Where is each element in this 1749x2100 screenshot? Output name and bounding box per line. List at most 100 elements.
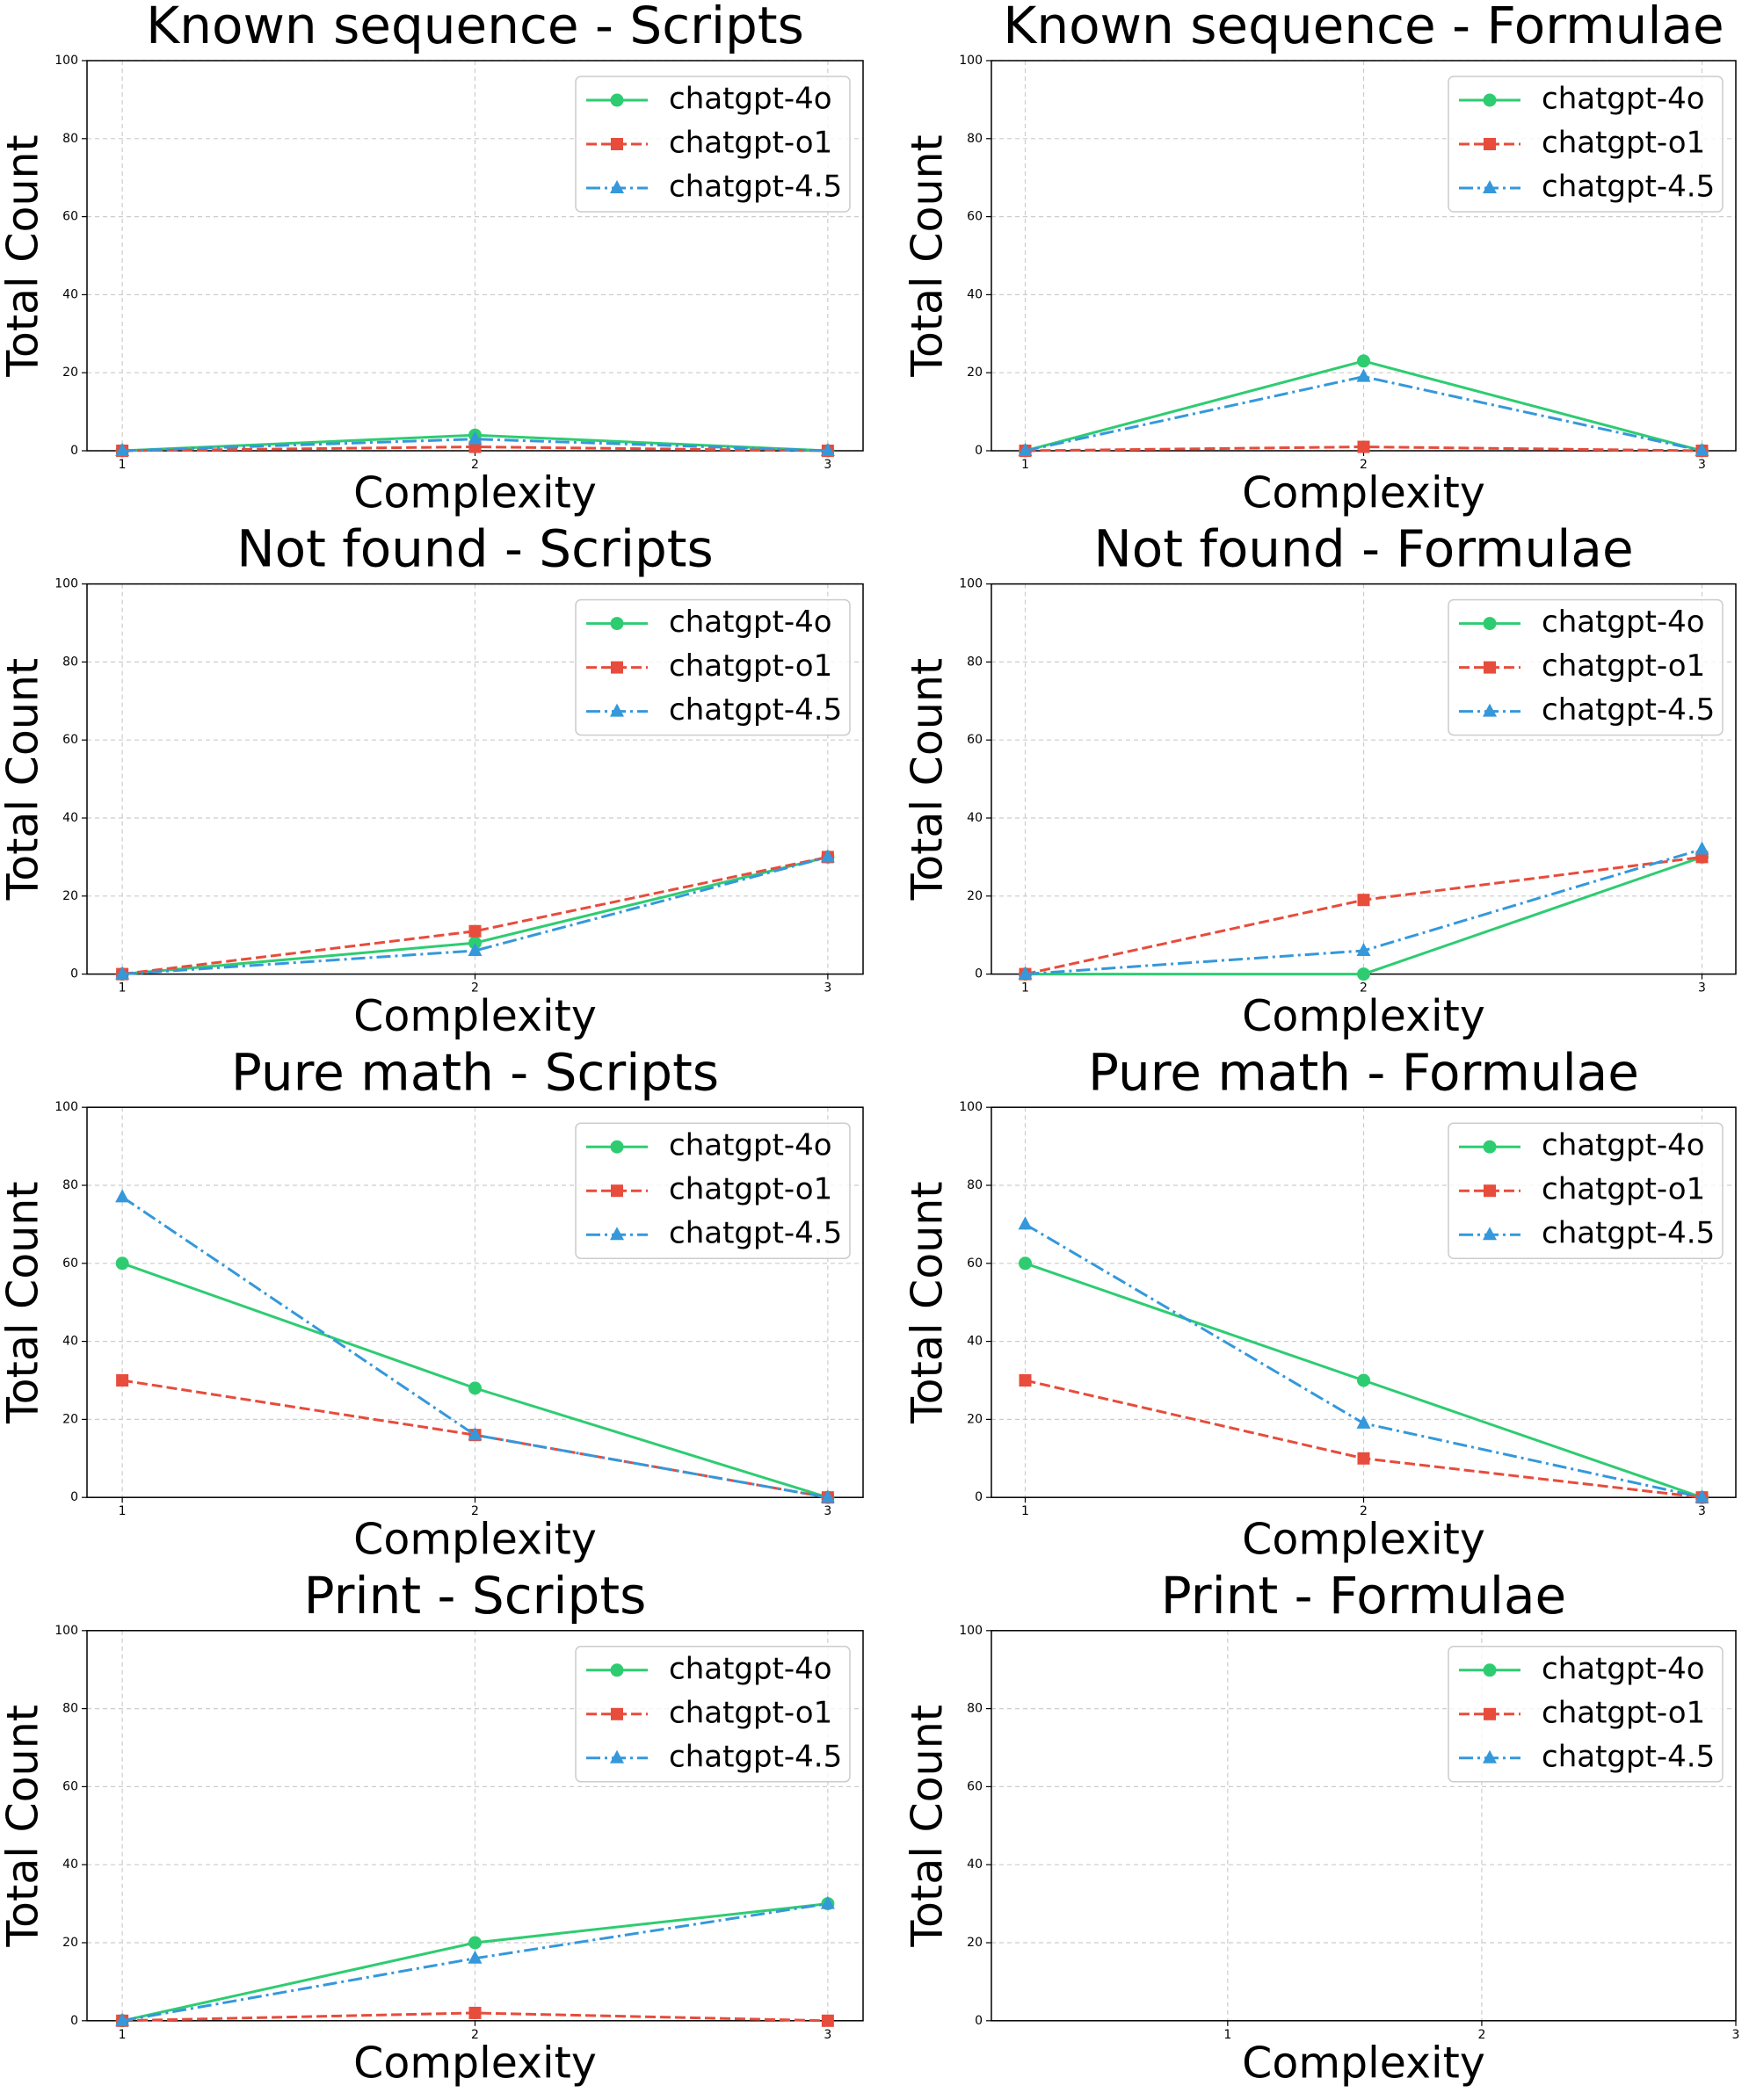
y-tick-label: 60 <box>62 210 78 224</box>
y-tick-label: 100 <box>959 1624 983 1638</box>
y-tick-label: 80 <box>967 1702 983 1716</box>
x-axis-label: Complexity <box>1242 991 1485 1041</box>
x-tick-label: 3 <box>1698 981 1706 996</box>
marker <box>115 2012 130 2026</box>
marker <box>1356 1415 1371 1429</box>
x-tick-label: 1 <box>119 1504 127 1518</box>
marker <box>1483 617 1497 631</box>
legend-label: chatgpt-4o <box>669 1651 832 1686</box>
legend-box <box>575 1122 851 1259</box>
y-tick-label: 0 <box>70 444 78 458</box>
plot-frame <box>991 1630 1737 2022</box>
legend-label: chatgpt-o1 <box>1542 1695 1705 1730</box>
marker <box>1357 354 1370 368</box>
marker <box>611 1184 623 1198</box>
legend-box <box>1448 1122 1724 1259</box>
y-tick-label: 40 <box>62 1857 78 1872</box>
subplot: 0 20 40 60 80 100 1 2 3 Pure math - Scripts Comple… <box>0 1042 864 1565</box>
y-tick-label: 100 <box>54 577 78 591</box>
y-tick-label: 80 <box>62 132 78 146</box>
y-tick-label: 100 <box>959 1100 983 1114</box>
x-tick-label: 2 <box>1360 1504 1368 1518</box>
x-tick-label: 2 <box>471 1504 479 1518</box>
x-tick-label: 3 <box>824 1504 831 1518</box>
legend-label: chatgpt-4.5 <box>1542 1216 1715 1251</box>
y-tick-label: 20 <box>967 889 983 903</box>
marker <box>820 1489 835 1503</box>
y-tick-label: 40 <box>62 811 78 825</box>
marker <box>115 1256 129 1271</box>
marker <box>468 1427 483 1441</box>
x-axis-label: Complexity <box>1242 2038 1485 2088</box>
marker <box>1484 661 1496 674</box>
marker <box>1695 1489 1709 1503</box>
y-tick-label: 0 <box>975 1490 983 1504</box>
y-tick-label: 40 <box>967 1857 983 1872</box>
x-tick-label: 1 <box>1021 981 1029 996</box>
subplot: 0 20 40 60 80 100 1 2 3 Not found - Formulae Compl… <box>903 519 1737 1041</box>
x-axis-label: Complexity <box>353 1515 597 1565</box>
y-tick-label: 40 <box>62 1335 78 1349</box>
legend-label: chatgpt-4.5 <box>669 1739 842 1774</box>
marker <box>116 1374 129 1387</box>
legend-label: chatgpt-4.5 <box>1542 170 1715 205</box>
x-axis-label: Complexity <box>353 468 597 518</box>
legend-label: chatgpt-4o <box>669 605 832 640</box>
marker <box>1484 138 1496 150</box>
legend-label: chatgpt-4.5 <box>669 1216 842 1251</box>
x-tick-label: 2 <box>1477 2028 1485 2042</box>
plot-frame <box>991 1106 1737 1498</box>
marker <box>468 924 482 938</box>
marker <box>468 1950 483 1964</box>
legend-box <box>1448 76 1724 213</box>
x-tick-label: 1 <box>119 981 127 996</box>
legend-label: chatgpt-4o <box>1542 1651 1705 1686</box>
marker <box>1357 1452 1370 1465</box>
y-tick-label: 100 <box>54 1624 78 1638</box>
marker <box>1018 443 1033 456</box>
marker <box>610 1140 624 1154</box>
marker <box>820 849 835 863</box>
y-axis-label: Total Count <box>903 658 953 902</box>
y-axis-label: Total Count <box>0 658 48 902</box>
x-tick-label: 2 <box>1360 981 1368 996</box>
marker <box>610 93 624 107</box>
legend-label: chatgpt-4.5 <box>669 692 842 728</box>
legend-label: chatgpt-o1 <box>669 1172 832 1207</box>
marker <box>1019 1256 1032 1271</box>
y-tick-label: 100 <box>54 54 78 68</box>
x-tick-label: 3 <box>1698 1504 1706 1518</box>
legend-label: chatgpt-4.5 <box>669 170 842 205</box>
x-tick-label: 3 <box>824 981 831 996</box>
subplot: 0 20 40 60 80 100 1 2 3 Pure math - Formulae Compl… <box>903 1042 1737 1565</box>
plot-frame <box>86 583 864 975</box>
marker <box>115 1189 130 1203</box>
x-tick-label: 1 <box>1021 1504 1029 1518</box>
legend-label: chatgpt-4.5 <box>1542 1739 1715 1774</box>
y-axis-label: Total Count <box>0 1705 48 1948</box>
marker <box>821 2014 834 2027</box>
marker <box>468 942 483 956</box>
subplot: 0 20 40 60 80 100 1 2 3 Known sequence - Formulae… <box>903 0 1737 518</box>
y-tick-label: 40 <box>967 811 983 825</box>
marker <box>1356 942 1371 956</box>
y-tick-label: 80 <box>967 655 983 669</box>
x-tick-label: 2 <box>471 2028 479 2042</box>
marker <box>1357 1373 1370 1387</box>
marker <box>1484 1707 1496 1720</box>
legend-label: chatgpt-4o <box>1542 1128 1705 1163</box>
legend-label: chatgpt-4o <box>1542 605 1705 640</box>
y-tick-label: 0 <box>975 444 983 458</box>
legend-box <box>1448 598 1724 736</box>
x-tick-label: 2 <box>471 458 479 472</box>
y-tick-label: 0 <box>975 967 983 981</box>
y-tick-label: 20 <box>967 366 983 380</box>
x-tick-label: 1 <box>119 458 127 472</box>
chart-title: Known sequence - Formulae <box>1003 0 1724 55</box>
x-tick-label: 3 <box>1698 458 1706 472</box>
y-axis-label: Total Count <box>903 1181 953 1424</box>
marker <box>611 661 623 674</box>
y-tick-label: 100 <box>959 54 983 68</box>
